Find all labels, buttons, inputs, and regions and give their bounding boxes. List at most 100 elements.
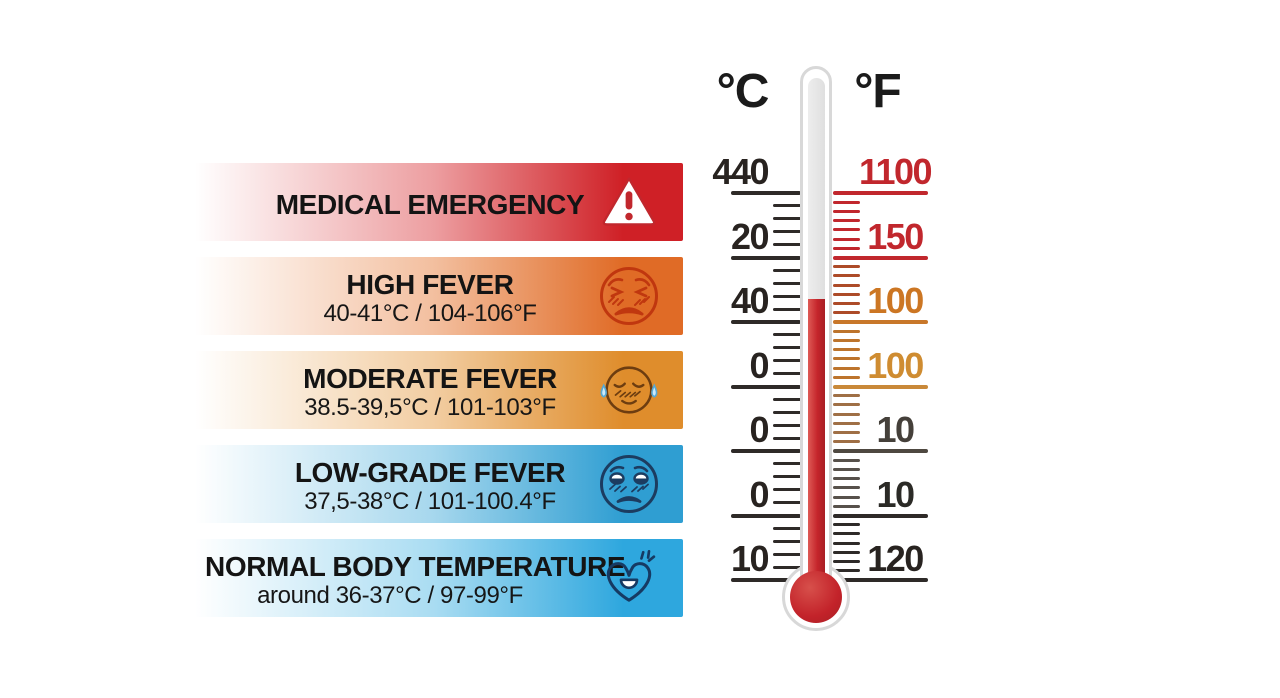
celsius-scale-value: 20 (730, 215, 770, 257)
scale-minor-tick-right (833, 274, 860, 278)
band-subtitle: around 36-37°C / 97-99°F (257, 582, 523, 609)
band-text: LOW-GRADE FEVER 37,5-38°C / 101-100.4°F (245, 445, 615, 525)
celsius-header: °C (716, 65, 770, 118)
celsius-scale-value: 40 (730, 280, 770, 321)
celsius-scale-value: 440 (712, 151, 769, 192)
scale-minor-tick-right (833, 219, 860, 223)
scale-major-line-right (833, 449, 928, 453)
moderate-fever-face-icon (597, 358, 661, 422)
band-normal-body-temperature: NORMAL BODY TEMPERATURE around 36-37°C /… (185, 539, 683, 617)
band-subtitle: 37,5-38°C / 101-100.4°F (304, 488, 556, 515)
scale-minor-tick-right (833, 486, 860, 490)
scale-major-line-left (731, 578, 801, 582)
scale-minor-tick-left (773, 281, 801, 285)
scale-minor-tick-left (773, 346, 801, 350)
thermometer-tube-empty-column (808, 78, 825, 299)
low-grade-fever-face-icon (597, 452, 661, 516)
scale-minor-tick-left (773, 423, 801, 427)
band-subtitle: 40-41°C / 104-106°F (323, 300, 537, 327)
band-low-grade-fever: LOW-GRADE FEVER 37,5-38°C / 101-100.4°F (185, 445, 683, 523)
fahrenheit-scale-value: 120 (867, 538, 924, 579)
band-text: HIGH FEVER 40-41°C / 104-106°F (245, 257, 615, 337)
scale-minor-tick-left (773, 217, 801, 221)
scale-minor-tick-right (833, 532, 860, 536)
scale-minor-tick-left (773, 552, 801, 556)
scale-minor-tick-right (833, 311, 860, 315)
scale-minor-tick-right (833, 338, 860, 342)
scale-minor-tick-right (833, 477, 860, 481)
scale-minor-tick-right (833, 403, 860, 407)
band-text: NORMAL BODY TEMPERATURE around 36-37°C /… (205, 539, 626, 619)
fahrenheit-header: °F (854, 65, 902, 118)
scale-minor-tick-left (773, 204, 801, 208)
fahrenheit-scale-value: 100 (867, 344, 924, 386)
scale-minor-tick-right (833, 560, 860, 564)
scale-minor-tick-right (833, 348, 860, 352)
scale-major-line-right (833, 255, 928, 260)
scale-minor-tick-left (773, 333, 801, 337)
scale-minor-tick-right (833, 292, 860, 296)
celsius-scale-value: 10 (730, 538, 770, 579)
band-title: MODERATE FEVER (303, 363, 557, 394)
scale-minor-tick-left (773, 372, 801, 376)
scale-minor-tick-right (833, 357, 860, 361)
fahrenheit-scale-value: 1100 (858, 151, 933, 192)
band-title: LOW-GRADE FEVER (294, 457, 566, 488)
scale-minor-tick-right (833, 440, 860, 444)
scale-minor-tick-left (773, 526, 801, 530)
scale-minor-tick-right (833, 550, 860, 554)
scale-major-line-right (833, 578, 928, 582)
scale-minor-tick-left (773, 243, 801, 247)
scale-major-line-left (731, 449, 801, 453)
scale-minor-tick-left (773, 565, 801, 569)
scale-minor-tick-right (833, 495, 860, 499)
band-title: NORMAL BODY TEMPERATURE (205, 551, 626, 582)
fahrenheit-scale-value: 100 (867, 280, 924, 321)
scale-minor-tick-left (773, 230, 801, 234)
band-high-fever: HIGH FEVER 40-41°C / 104-106°F (185, 257, 683, 335)
scale-minor-tick-right (833, 228, 860, 232)
scale-minor-tick-right (833, 504, 860, 508)
fahrenheit-scale-value: 150 (867, 215, 924, 257)
scale-minor-tick-right (833, 283, 860, 287)
scale-major-line-left (731, 191, 801, 195)
scale-minor-tick-right (833, 541, 860, 545)
scale-minor-tick-right (833, 265, 860, 269)
scale-minor-tick-right (833, 302, 860, 306)
scale-minor-tick-left (773, 307, 801, 311)
scale-minor-tick-right (833, 569, 860, 573)
scale-minor-tick-left (773, 436, 801, 440)
scale-minor-tick-right (833, 431, 860, 435)
scale-minor-tick-left (773, 488, 801, 492)
scale-minor-tick-right (833, 209, 860, 213)
scale-minor-tick-right (833, 375, 860, 379)
thermometer-mercury-column (808, 299, 825, 587)
scale-minor-tick-left (773, 410, 801, 414)
scale-major-line-left (731, 384, 801, 389)
scale-minor-tick-right (833, 237, 860, 241)
scale-minor-tick-left (773, 397, 801, 401)
scale-major-line-left (731, 320, 801, 324)
fahrenheit-scale-value: 10 (876, 473, 915, 515)
band-moderate-fever: MODERATE FEVER 38.5-39,5°C / 101-103°F (185, 351, 683, 429)
celsius-scale-value: 0 (749, 409, 769, 450)
warning-triangle-icon (597, 170, 661, 234)
scale-minor-tick-right (833, 523, 860, 527)
scale-minor-tick-right (833, 421, 860, 425)
scale-minor-tick-left (773, 475, 801, 479)
scale-minor-tick-right (833, 246, 860, 250)
scale-minor-tick-left (773, 462, 801, 466)
scale-major-line-right (833, 191, 928, 195)
band-text: MODERATE FEVER 38.5-39,5°C / 101-103°F (245, 351, 615, 431)
scale-major-line-right (833, 513, 928, 518)
celsius-scale-value: 0 (749, 473, 769, 515)
scale-minor-tick-right (833, 366, 860, 370)
scale-minor-tick-right (833, 329, 860, 333)
band-title: MEDICAL EMERGENCY (275, 188, 585, 220)
scale-minor-tick-left (773, 539, 801, 543)
scale-major-line-left (731, 255, 801, 260)
scale-minor-tick-right (833, 200, 860, 204)
scale-major-line-left (731, 513, 801, 518)
scale-minor-tick-right (833, 467, 860, 471)
band-subtitle: 38.5-39,5°C / 101-103°F (304, 394, 556, 421)
